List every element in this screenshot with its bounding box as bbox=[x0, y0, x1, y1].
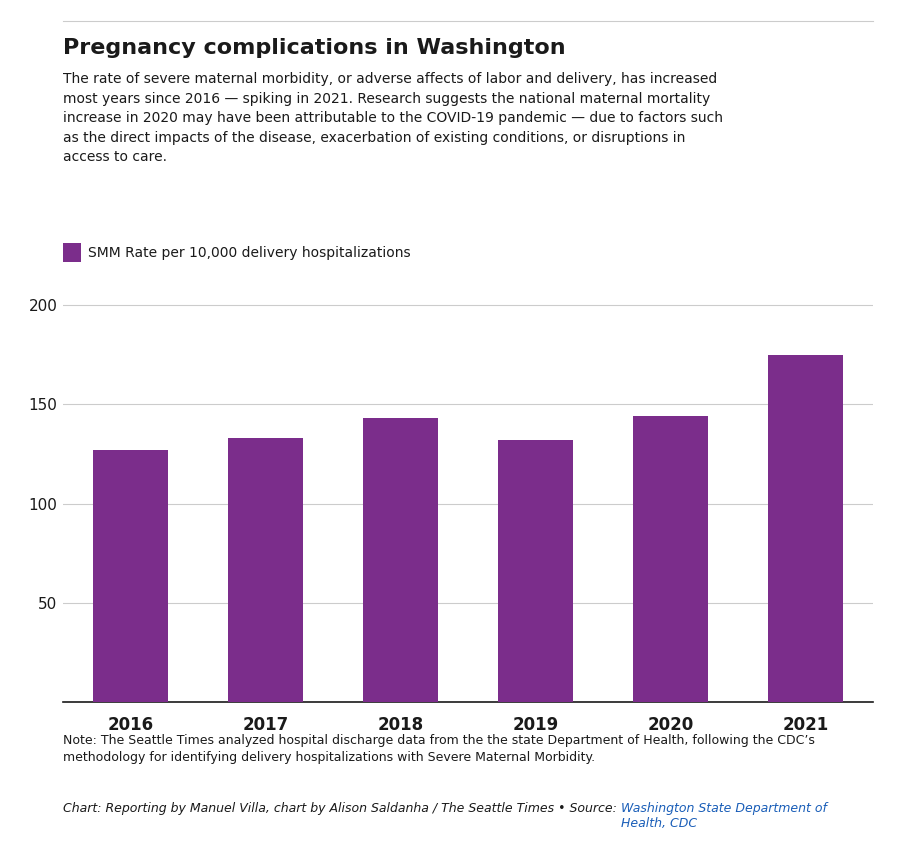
Bar bbox=[364, 418, 437, 702]
Text: Washington State Department of
Health, CDC: Washington State Department of Health, C… bbox=[621, 802, 827, 830]
Text: Note: The Seattle Times analyzed hospital discharge data from the the state Depa: Note: The Seattle Times analyzed hospita… bbox=[63, 734, 814, 764]
Text: Pregnancy complications in Washington: Pregnancy complications in Washington bbox=[63, 38, 565, 59]
Text: Chart: Reporting by Manuel Villa, chart by Alison Saldanha / The Seattle Times •: Chart: Reporting by Manuel Villa, chart … bbox=[63, 802, 621, 814]
Text: SMM Rate per 10,000 delivery hospitalizations: SMM Rate per 10,000 delivery hospitaliza… bbox=[88, 246, 410, 260]
Bar bbox=[229, 438, 302, 702]
Text: The rate of severe maternal morbidity, or adverse affects of labor and delivery,: The rate of severe maternal morbidity, o… bbox=[63, 72, 723, 164]
Bar bbox=[94, 450, 167, 702]
Bar bbox=[634, 416, 707, 702]
Bar bbox=[499, 440, 572, 702]
Bar bbox=[769, 355, 842, 702]
